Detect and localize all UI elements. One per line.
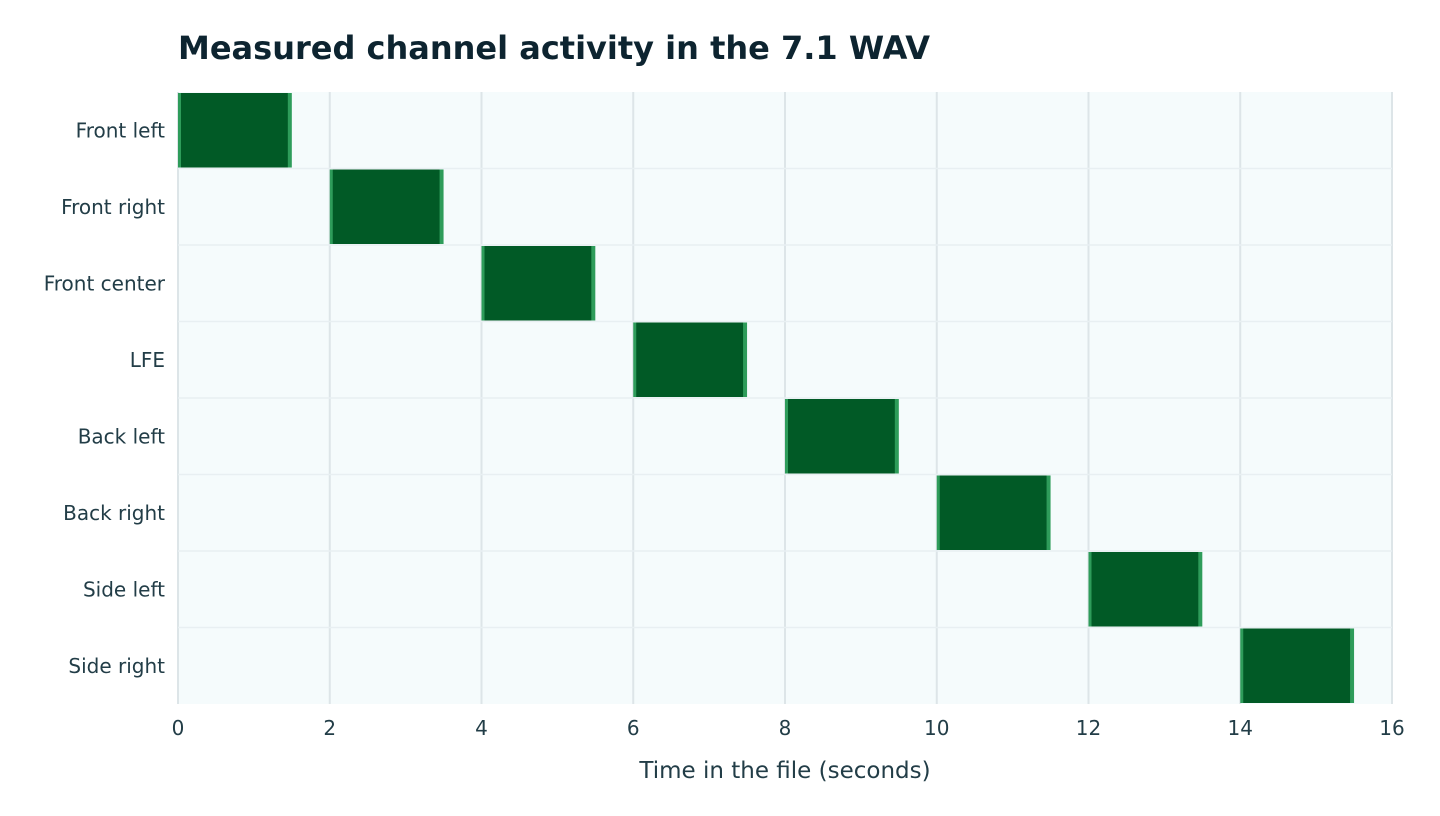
channel-label-6: Side left bbox=[83, 577, 165, 601]
channel-label-2: Front center bbox=[44, 271, 166, 295]
x-tick-label-6: 12 bbox=[1076, 716, 1101, 740]
gridlines bbox=[177, 92, 1393, 704]
chart-title: Measured channel activity in the 7.1 WAV bbox=[178, 29, 930, 67]
activity-bar-1 bbox=[332, 169, 440, 244]
activity-bar-3 bbox=[636, 322, 744, 397]
x-tick-label-7: 14 bbox=[1228, 716, 1253, 740]
x-tick-label-3: 6 bbox=[627, 716, 640, 740]
x-tick-label-1: 2 bbox=[323, 716, 336, 740]
x-tick-labels: 0 2 4 6 8 10 12 14 16 bbox=[172, 716, 1405, 740]
channel-labels: Front left Front right Front center LFE Back… bbox=[44, 118, 166, 678]
channel-label-1: Front right bbox=[61, 195, 165, 219]
activity-bar-6 bbox=[1091, 552, 1199, 627]
x-axis-label: Time in the file (seconds) bbox=[638, 758, 930, 784]
activity-bar-7 bbox=[1243, 628, 1351, 703]
activity-bar-5 bbox=[939, 475, 1047, 550]
x-tick-label-0: 0 bbox=[172, 716, 185, 740]
channel-label-5: Back right bbox=[63, 501, 165, 525]
x-tick-label-8: 16 bbox=[1379, 716, 1404, 740]
channel-label-3: LFE bbox=[130, 348, 165, 372]
x-tick-label-2: 4 bbox=[475, 716, 488, 740]
activity-bar-4 bbox=[788, 399, 895, 474]
x-tick-label-5: 10 bbox=[924, 716, 949, 740]
channel-label-4: Back left bbox=[78, 424, 165, 448]
channel-label-7: Side right bbox=[68, 654, 165, 678]
channel-label-0: Front left bbox=[76, 118, 165, 142]
activity-bar-0 bbox=[181, 93, 288, 168]
activity-bars bbox=[178, 93, 1355, 703]
x-tick-label-4: 8 bbox=[779, 716, 792, 740]
activity-bar-2 bbox=[484, 246, 592, 321]
